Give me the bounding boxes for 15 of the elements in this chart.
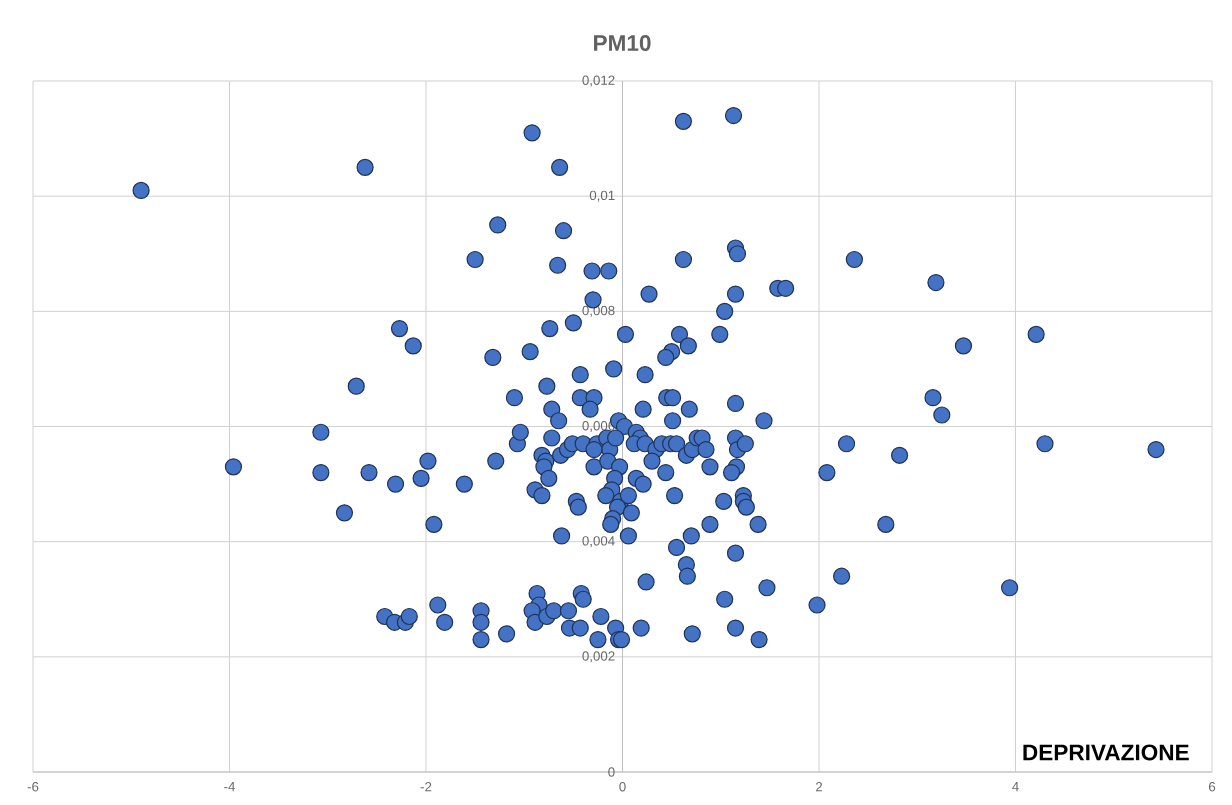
x-tick-label: 6 [1208, 782, 1216, 792]
y-tick-label: 0,012 [582, 75, 615, 87]
x-axis-title: DEPRIVAZIONE [1023, 744, 1189, 761]
y-tick-label: 0,01 [589, 190, 615, 202]
y-tick-label: 0,008 [582, 305, 615, 317]
x-tick-label: 4 [1012, 782, 1019, 792]
x-tick-label: 0 [619, 782, 626, 792]
y-tick-label: 0,004 [582, 536, 615, 548]
y-tick-label: 0,002 [582, 651, 615, 663]
x-tick-label: -4 [224, 782, 236, 792]
y-tick-label: 0 [608, 767, 615, 777]
x-tick-label: 2 [815, 782, 823, 792]
x-tick-label: -6 [27, 782, 39, 792]
x-tick-label: -2 [420, 782, 432, 792]
chart-title: PM10 [594, 34, 651, 51]
